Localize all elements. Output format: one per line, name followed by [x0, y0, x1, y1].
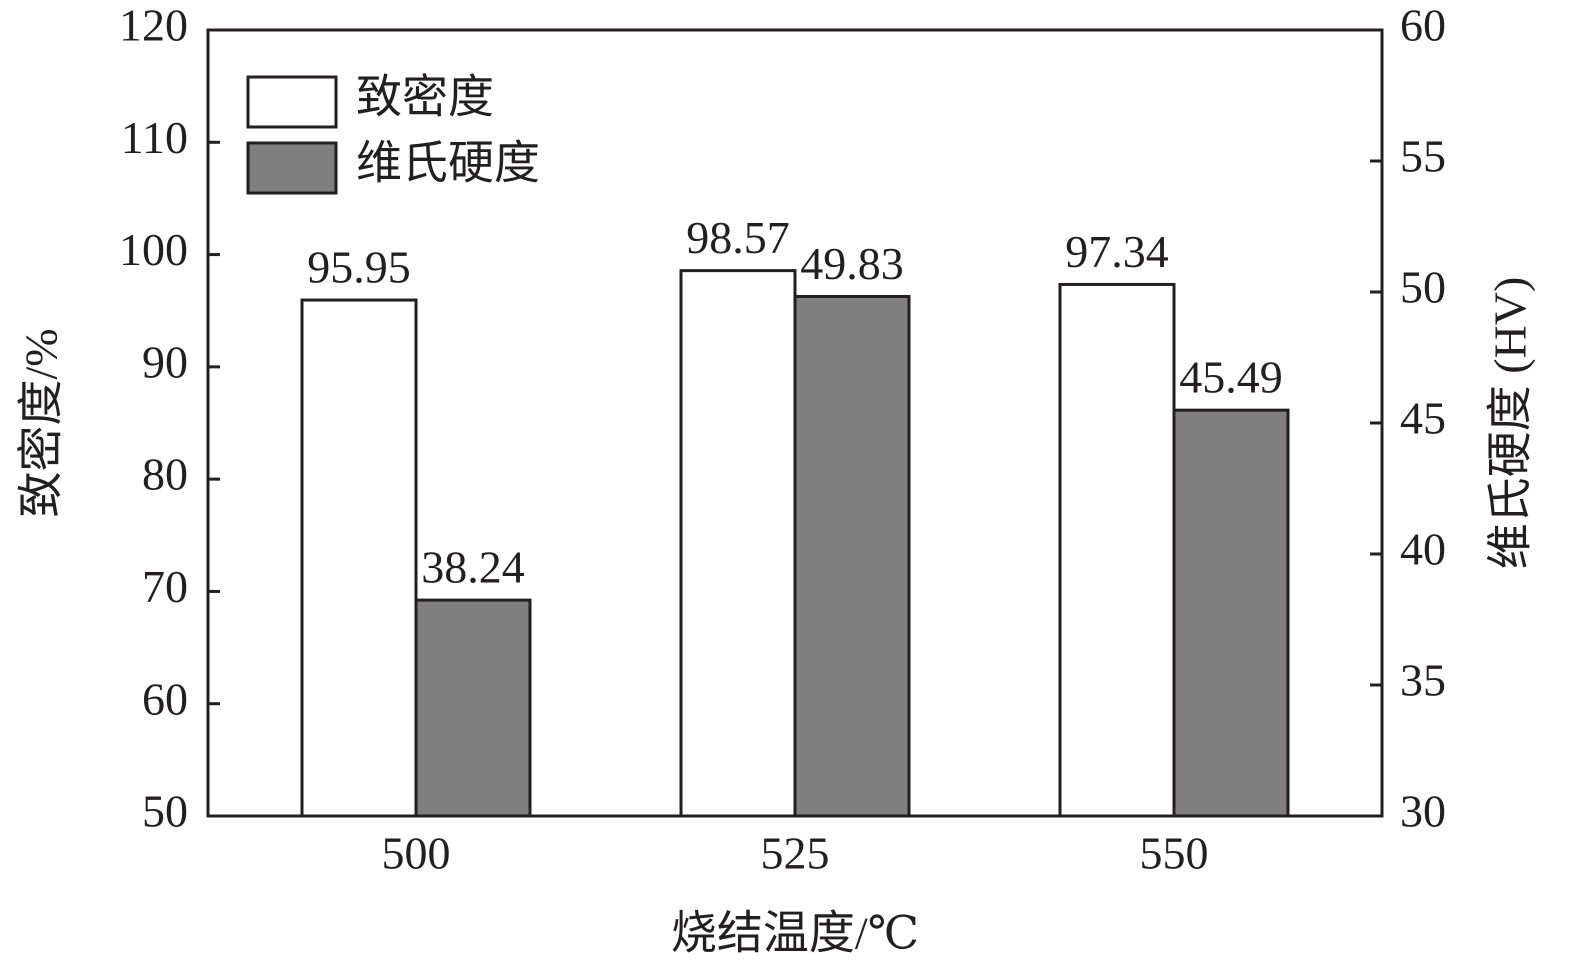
y2-tick-label: 40: [1400, 524, 1446, 575]
y2-axis-title: 维氏硬度 (HV): [1485, 277, 1536, 570]
bar: [679, 269, 797, 818]
y2-tick-label: 45: [1400, 393, 1446, 444]
data-label: 45.49: [1179, 352, 1283, 403]
y2-tick-label: 50: [1400, 262, 1446, 313]
legend-swatch: [246, 75, 338, 129]
bar: [414, 598, 532, 818]
plot-frame: [206, 28, 1384, 818]
y-tick-label: 80: [142, 449, 188, 500]
y2-tick-label: 30: [1400, 786, 1446, 837]
x-tick-label: 500: [382, 828, 451, 879]
legend-label: 致密度: [356, 72, 494, 123]
y-tick-label: 110: [121, 112, 188, 163]
x-tick-label: 550: [1140, 828, 1209, 879]
y2-tick-label: 35: [1400, 655, 1446, 706]
y-axis-title: 致密度/%: [16, 328, 67, 517]
y2-tick-label: 55: [1400, 131, 1446, 182]
y2-tick-label: 60: [1400, 0, 1446, 51]
y-tick-label: 120: [119, 0, 188, 51]
y-tick-label: 50: [142, 786, 188, 837]
data-label: 95.95: [307, 242, 411, 293]
bar: [1172, 408, 1290, 818]
data-label: 38.24: [421, 542, 525, 593]
data-label: 49.83: [800, 238, 904, 289]
bar: [1058, 282, 1176, 818]
y-tick-label: 90: [142, 336, 188, 387]
legend-swatch: [246, 141, 338, 195]
y-tick-label: 100: [119, 224, 188, 275]
x-axis-title: 烧结温度/℃: [671, 908, 919, 959]
bar: [793, 294, 911, 818]
y-tick-label: 60: [142, 673, 188, 724]
data-label: 97.34: [1065, 226, 1169, 277]
legend-label: 维氏硬度: [356, 138, 540, 189]
y-tick-label: 70: [142, 561, 188, 612]
bar: [300, 298, 418, 818]
data-label: 98.57: [686, 212, 790, 263]
x-tick-label: 525: [761, 828, 830, 879]
